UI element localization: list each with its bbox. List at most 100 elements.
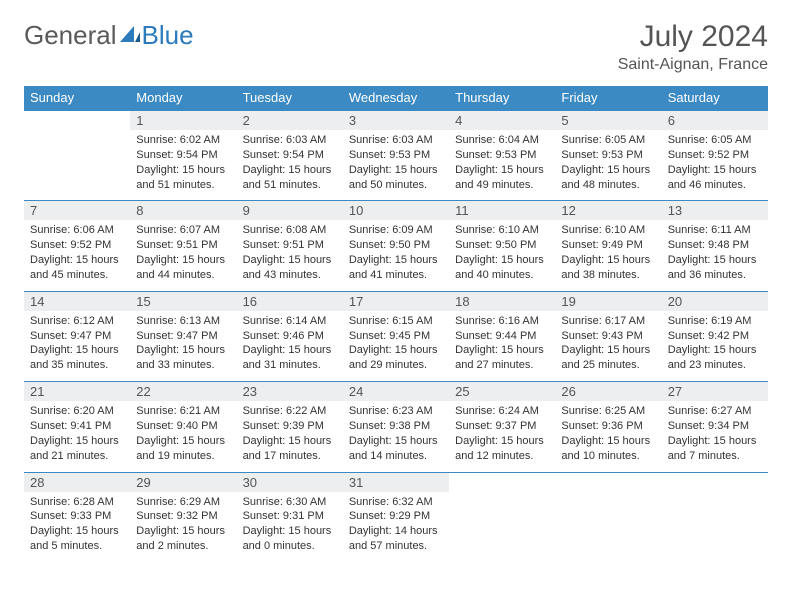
day-number [555, 472, 661, 492]
daylight-text-2: and 38 minutes. [561, 268, 655, 283]
logo-text-2: Blue [142, 20, 194, 51]
sunrise-text: Sunrise: 6:25 AM [561, 404, 655, 419]
daylight-text-2: and 51 minutes. [243, 178, 337, 193]
sunrise-text: Sunrise: 6:03 AM [349, 133, 443, 148]
day-cell: Sunrise: 6:06 AMSunset: 9:52 PMDaylight:… [24, 220, 130, 291]
day-cell [555, 492, 661, 562]
dow-cell: Saturday [662, 86, 768, 110]
day-cell: Sunrise: 6:10 AMSunset: 9:50 PMDaylight:… [449, 220, 555, 291]
daylight-text-1: Daylight: 15 hours [136, 524, 230, 539]
dow-cell: Thursday [449, 86, 555, 110]
sunrise-text: Sunrise: 6:20 AM [30, 404, 124, 419]
daylight-text-1: Daylight: 15 hours [455, 163, 549, 178]
sunrise-text: Sunrise: 6:05 AM [561, 133, 655, 148]
day-number: 17 [343, 291, 449, 311]
daylight-text-2: and 5 minutes. [30, 539, 124, 554]
daylight-text-2: and 41 minutes. [349, 268, 443, 283]
dow-cell: Wednesday [343, 86, 449, 110]
daylight-text-1: Daylight: 15 hours [455, 253, 549, 268]
daylight-text-1: Daylight: 15 hours [668, 343, 762, 358]
sunrise-text: Sunrise: 6:22 AM [243, 404, 337, 419]
sunrise-text: Sunrise: 6:17 AM [561, 314, 655, 329]
detail-row: Sunrise: 6:06 AMSunset: 9:52 PMDaylight:… [24, 220, 768, 291]
daynum-row: 21222324252627 [24, 382, 768, 402]
sunrise-text: Sunrise: 6:02 AM [136, 133, 230, 148]
day-cell: Sunrise: 6:03 AMSunset: 9:53 PMDaylight:… [343, 130, 449, 201]
day-cell: Sunrise: 6:03 AMSunset: 9:54 PMDaylight:… [237, 130, 343, 201]
day-cell: Sunrise: 6:04 AMSunset: 9:53 PMDaylight:… [449, 130, 555, 201]
daynum-row: 28293031 [24, 472, 768, 492]
day-cell: Sunrise: 6:05 AMSunset: 9:52 PMDaylight:… [662, 130, 768, 201]
daylight-text-1: Daylight: 15 hours [243, 163, 337, 178]
day-number: 8 [130, 201, 236, 221]
dow-cell: Friday [555, 86, 661, 110]
dow-row: SundayMondayTuesdayWednesdayThursdayFrid… [24, 86, 768, 110]
daylight-text-1: Daylight: 15 hours [455, 434, 549, 449]
sunrise-text: Sunrise: 6:09 AM [349, 223, 443, 238]
sunset-text: Sunset: 9:29 PM [349, 509, 443, 524]
daylight-text-2: and 45 minutes. [30, 268, 124, 283]
sunset-text: Sunset: 9:51 PM [243, 238, 337, 253]
logo-text-1: General [24, 20, 117, 51]
logo: General Blue [24, 20, 194, 51]
daylight-text-2: and 50 minutes. [349, 178, 443, 193]
day-number: 12 [555, 201, 661, 221]
day-number: 24 [343, 382, 449, 402]
day-cell: Sunrise: 6:19 AMSunset: 9:42 PMDaylight:… [662, 311, 768, 382]
day-number: 20 [662, 291, 768, 311]
daylight-text-1: Daylight: 15 hours [349, 343, 443, 358]
month-title: July 2024 [618, 20, 768, 54]
day-number: 15 [130, 291, 236, 311]
sunrise-text: Sunrise: 6:16 AM [455, 314, 549, 329]
sunset-text: Sunset: 9:34 PM [668, 419, 762, 434]
calendar-table: SundayMondayTuesdayWednesdayThursdayFrid… [24, 86, 768, 562]
day-cell: Sunrise: 6:29 AMSunset: 9:32 PMDaylight:… [130, 492, 236, 562]
daylight-text-1: Daylight: 15 hours [668, 253, 762, 268]
daylight-text-2: and 31 minutes. [243, 358, 337, 373]
daylight-text-2: and 27 minutes. [455, 358, 549, 373]
sunset-text: Sunset: 9:50 PM [455, 238, 549, 253]
day-cell: Sunrise: 6:02 AMSunset: 9:54 PMDaylight:… [130, 130, 236, 201]
day-cell: Sunrise: 6:27 AMSunset: 9:34 PMDaylight:… [662, 401, 768, 472]
daylight-text-2: and 49 minutes. [455, 178, 549, 193]
day-cell: Sunrise: 6:07 AMSunset: 9:51 PMDaylight:… [130, 220, 236, 291]
daylight-text-1: Daylight: 15 hours [136, 434, 230, 449]
day-cell: Sunrise: 6:22 AMSunset: 9:39 PMDaylight:… [237, 401, 343, 472]
day-cell: Sunrise: 6:25 AMSunset: 9:36 PMDaylight:… [555, 401, 661, 472]
day-cell: Sunrise: 6:28 AMSunset: 9:33 PMDaylight:… [24, 492, 130, 562]
day-cell: Sunrise: 6:23 AMSunset: 9:38 PMDaylight:… [343, 401, 449, 472]
sunset-text: Sunset: 9:54 PM [243, 148, 337, 163]
day-number: 28 [24, 472, 130, 492]
daylight-text-2: and 40 minutes. [455, 268, 549, 283]
day-cell: Sunrise: 6:09 AMSunset: 9:50 PMDaylight:… [343, 220, 449, 291]
day-cell: Sunrise: 6:17 AMSunset: 9:43 PMDaylight:… [555, 311, 661, 382]
dow-cell: Monday [130, 86, 236, 110]
sunrise-text: Sunrise: 6:10 AM [455, 223, 549, 238]
sunset-text: Sunset: 9:50 PM [349, 238, 443, 253]
daylight-text-1: Daylight: 15 hours [349, 434, 443, 449]
sunset-text: Sunset: 9:53 PM [455, 148, 549, 163]
sunset-text: Sunset: 9:44 PM [455, 329, 549, 344]
day-number: 27 [662, 382, 768, 402]
sunset-text: Sunset: 9:47 PM [30, 329, 124, 344]
day-cell: Sunrise: 6:30 AMSunset: 9:31 PMDaylight:… [237, 492, 343, 562]
sunset-text: Sunset: 9:42 PM [668, 329, 762, 344]
sunrise-text: Sunrise: 6:03 AM [243, 133, 337, 148]
day-number: 31 [343, 472, 449, 492]
sunset-text: Sunset: 9:49 PM [561, 238, 655, 253]
sunrise-text: Sunrise: 6:23 AM [349, 404, 443, 419]
day-cell [24, 130, 130, 201]
sunset-text: Sunset: 9:41 PM [30, 419, 124, 434]
sunrise-text: Sunrise: 6:29 AM [136, 495, 230, 510]
day-number: 10 [343, 201, 449, 221]
day-number: 16 [237, 291, 343, 311]
daylight-text-1: Daylight: 15 hours [136, 163, 230, 178]
sunset-text: Sunset: 9:52 PM [30, 238, 124, 253]
day-number: 25 [449, 382, 555, 402]
day-cell: Sunrise: 6:08 AMSunset: 9:51 PMDaylight:… [237, 220, 343, 291]
daylight-text-1: Daylight: 15 hours [243, 343, 337, 358]
sunrise-text: Sunrise: 6:19 AM [668, 314, 762, 329]
sunset-text: Sunset: 9:39 PM [243, 419, 337, 434]
sunset-text: Sunset: 9:54 PM [136, 148, 230, 163]
sunset-text: Sunset: 9:48 PM [668, 238, 762, 253]
